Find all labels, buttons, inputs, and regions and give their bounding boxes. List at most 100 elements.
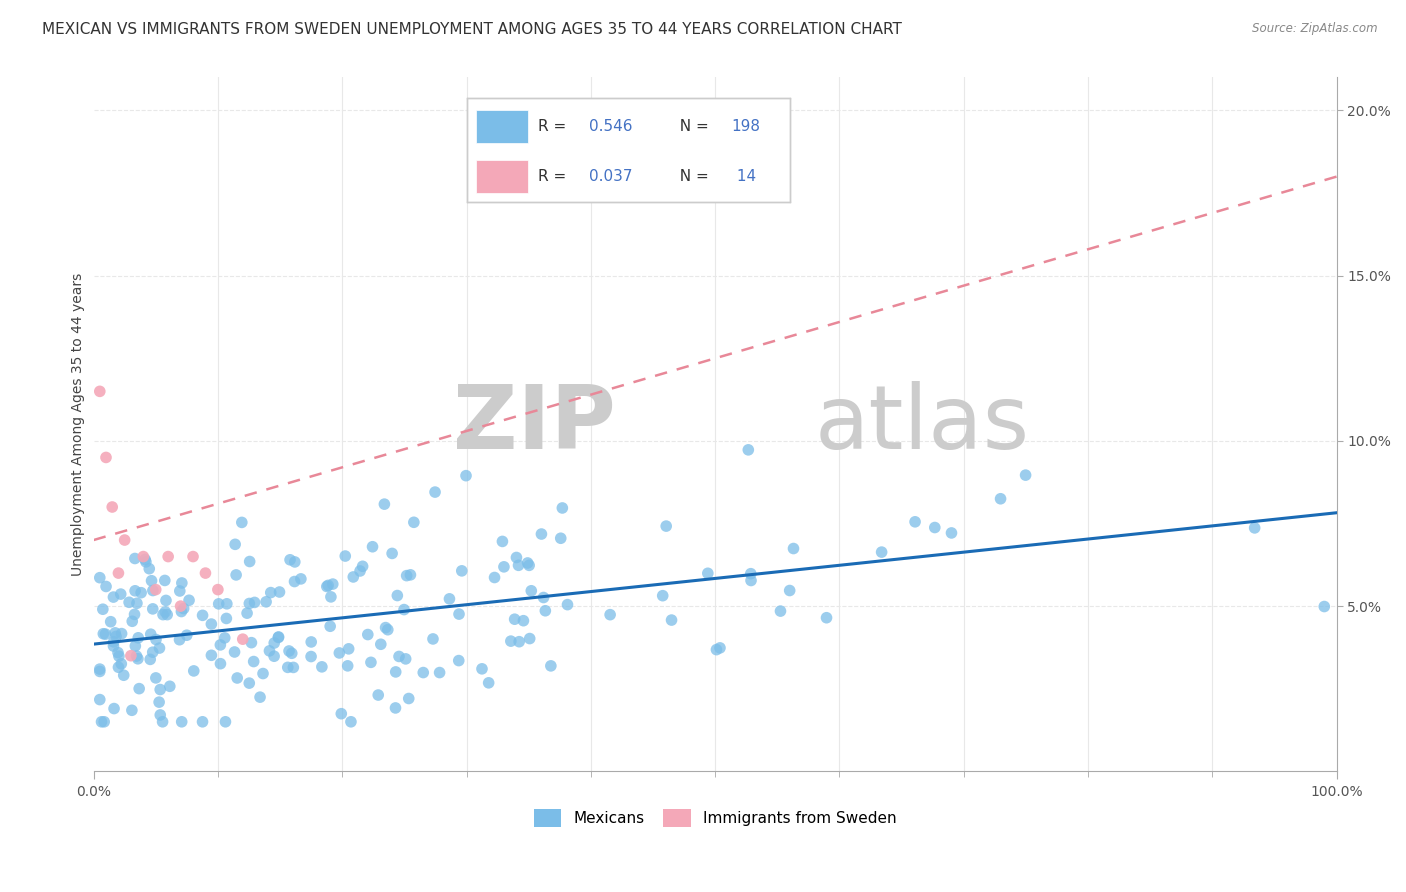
Point bbox=[104, 625, 127, 640]
Point bbox=[299, 635, 322, 649]
Point bbox=[103, 635, 125, 649]
Point bbox=[557, 598, 579, 612]
Point bbox=[183, 664, 205, 678]
Point bbox=[89, 571, 111, 585]
Point bbox=[89, 665, 111, 679]
Point bbox=[149, 708, 172, 723]
Point bbox=[492, 559, 515, 574]
Legend: Mexicans, Immigrants from Sweden: Mexicans, Immigrants from Sweden bbox=[527, 803, 903, 833]
Point bbox=[782, 541, 804, 556]
Text: atlas: atlas bbox=[814, 381, 1029, 468]
Point bbox=[208, 597, 231, 611]
Point bbox=[377, 623, 399, 637]
Point bbox=[370, 637, 392, 651]
Point bbox=[357, 627, 380, 641]
Point bbox=[316, 578, 339, 592]
Point bbox=[387, 589, 409, 603]
Point bbox=[423, 485, 446, 500]
Point bbox=[402, 516, 425, 530]
Point bbox=[249, 690, 271, 705]
Point bbox=[224, 645, 246, 659]
Point bbox=[142, 645, 165, 659]
Point bbox=[516, 556, 538, 570]
Point bbox=[924, 520, 946, 534]
Y-axis label: Unemployment Among Ages 35 to 44 years: Unemployment Among Ages 35 to 44 years bbox=[72, 273, 86, 576]
Point bbox=[254, 595, 277, 609]
Point bbox=[277, 660, 299, 674]
Point bbox=[157, 549, 180, 564]
Point bbox=[349, 564, 371, 578]
Point bbox=[471, 662, 494, 676]
Point bbox=[267, 630, 290, 644]
Point bbox=[520, 583, 543, 598]
Point bbox=[269, 585, 291, 599]
Point bbox=[512, 614, 534, 628]
Point bbox=[94, 579, 117, 593]
Point bbox=[124, 551, 146, 566]
Point bbox=[530, 527, 553, 541]
Point bbox=[124, 639, 146, 653]
Point bbox=[103, 701, 125, 715]
Point bbox=[169, 599, 191, 614]
Point bbox=[101, 500, 124, 514]
Point bbox=[422, 632, 444, 646]
Point bbox=[108, 649, 131, 664]
Point bbox=[125, 596, 148, 610]
Point bbox=[260, 585, 283, 599]
Point bbox=[139, 627, 162, 641]
Point bbox=[135, 555, 157, 569]
Point bbox=[94, 627, 117, 641]
Point bbox=[1014, 468, 1036, 483]
Point bbox=[267, 631, 290, 645]
Point bbox=[173, 601, 195, 615]
Point bbox=[990, 491, 1012, 506]
Point bbox=[395, 568, 418, 582]
Point bbox=[374, 621, 396, 635]
Point bbox=[138, 562, 160, 576]
Point bbox=[236, 606, 259, 620]
Point bbox=[450, 564, 472, 578]
Point bbox=[153, 574, 176, 588]
Point bbox=[152, 607, 174, 622]
Point bbox=[209, 657, 232, 671]
Point bbox=[740, 566, 762, 581]
Point bbox=[226, 671, 249, 685]
Point bbox=[335, 549, 357, 563]
Point bbox=[395, 652, 418, 666]
Point bbox=[322, 577, 344, 591]
Point bbox=[508, 558, 530, 573]
Point bbox=[259, 644, 281, 658]
Point bbox=[170, 576, 193, 591]
Point bbox=[599, 607, 621, 622]
Point bbox=[342, 570, 364, 584]
Point bbox=[148, 641, 170, 656]
Point bbox=[384, 665, 406, 679]
Point bbox=[491, 534, 513, 549]
Point bbox=[454, 468, 477, 483]
Point bbox=[125, 648, 148, 663]
Point bbox=[655, 519, 678, 533]
Point bbox=[93, 714, 115, 729]
Point bbox=[447, 607, 470, 621]
Point bbox=[156, 607, 179, 622]
Point bbox=[284, 555, 307, 569]
Point bbox=[89, 662, 111, 676]
Point bbox=[651, 589, 673, 603]
Point bbox=[870, 545, 893, 559]
Point bbox=[517, 558, 540, 573]
Point bbox=[169, 584, 191, 599]
Point bbox=[505, 550, 527, 565]
Point bbox=[696, 566, 718, 581]
Point bbox=[519, 632, 541, 646]
Point bbox=[103, 639, 125, 653]
Point bbox=[107, 566, 129, 580]
Point bbox=[214, 631, 236, 645]
Point bbox=[381, 546, 404, 560]
Point bbox=[159, 679, 181, 693]
Point bbox=[330, 706, 353, 721]
Point bbox=[215, 597, 238, 611]
Point bbox=[242, 655, 264, 669]
Point bbox=[240, 635, 263, 649]
Point bbox=[769, 604, 792, 618]
Point bbox=[352, 559, 374, 574]
